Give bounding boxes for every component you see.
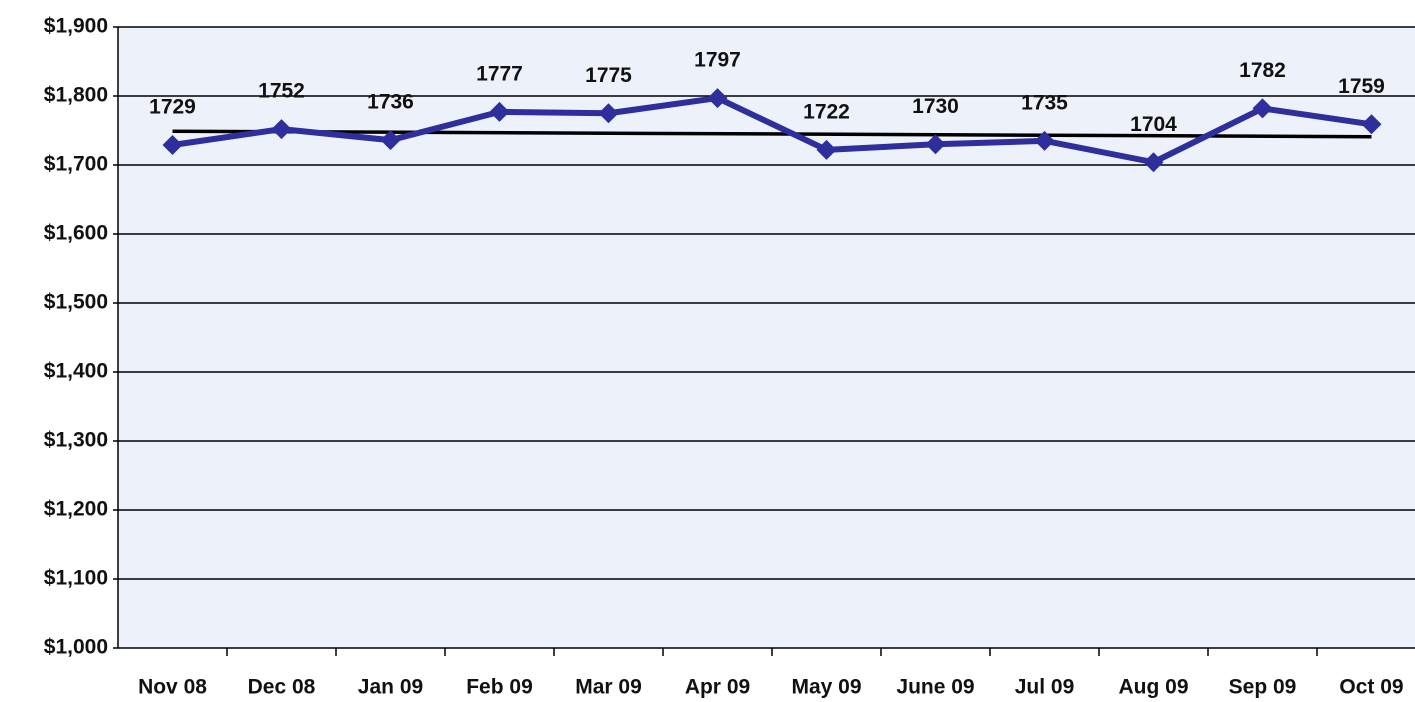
point-marker [816, 139, 837, 160]
y-tick-label: $1,600 [44, 222, 108, 245]
data-label: 1752 [258, 80, 305, 103]
x-tick-label: June 09 [896, 676, 974, 699]
point-marker [1034, 130, 1055, 151]
y-tick-label: $1,900 [44, 15, 108, 38]
data-label: 1775 [585, 64, 632, 87]
point-marker [162, 134, 183, 155]
y-tick-label: $1,000 [44, 636, 108, 659]
x-tick-label: Mar 09 [575, 676, 642, 699]
x-tick-label: May 09 [791, 676, 861, 699]
data-label: 1722 [803, 100, 850, 123]
y-tick-label: $1,200 [44, 498, 108, 521]
series-line [172, 95, 1372, 166]
y-tick-label: $1,500 [44, 291, 108, 314]
data-label: 1797 [694, 49, 741, 72]
x-tick-label: Dec 08 [248, 676, 316, 699]
x-tick-label: Sep 09 [1229, 676, 1297, 699]
data-label: 1782 [1239, 59, 1286, 82]
data-label: 1736 [367, 91, 414, 114]
data-label: 1759 [1338, 75, 1385, 98]
data-label: 1729 [149, 96, 196, 119]
y-tick-label: $1,400 [44, 360, 108, 383]
point-marker [1143, 152, 1164, 173]
data-label: 1735 [1021, 91, 1068, 114]
y-tick-label: $1,300 [44, 429, 108, 452]
y-tick-label: $1,800 [44, 84, 108, 107]
point-marker [1252, 98, 1273, 119]
x-tick-label: Jul 09 [1015, 676, 1075, 699]
point-marker [925, 134, 946, 155]
y-tick-label: $1,100 [44, 567, 108, 590]
point-marker [598, 103, 619, 124]
data-label: 1777 [476, 62, 523, 85]
point-marker [707, 88, 728, 109]
x-tick-label: Aug 09 [1118, 676, 1188, 699]
x-tick-label: Oct 09 [1339, 676, 1403, 699]
point-marker [1361, 114, 1382, 135]
point-marker [489, 101, 510, 122]
y-tick-label: $1,700 [44, 153, 108, 176]
data-label: 1704 [1130, 113, 1177, 136]
data-label: 1730 [912, 95, 959, 118]
x-tick-label: Nov 08 [138, 676, 207, 699]
trend-line [172, 129, 1372, 139]
point-marker [380, 130, 401, 151]
x-tick-label: Jan 09 [358, 676, 423, 699]
point-marker [271, 119, 292, 140]
x-tick-label: Feb 09 [466, 676, 533, 699]
x-tick-label: Apr 09 [685, 676, 750, 699]
